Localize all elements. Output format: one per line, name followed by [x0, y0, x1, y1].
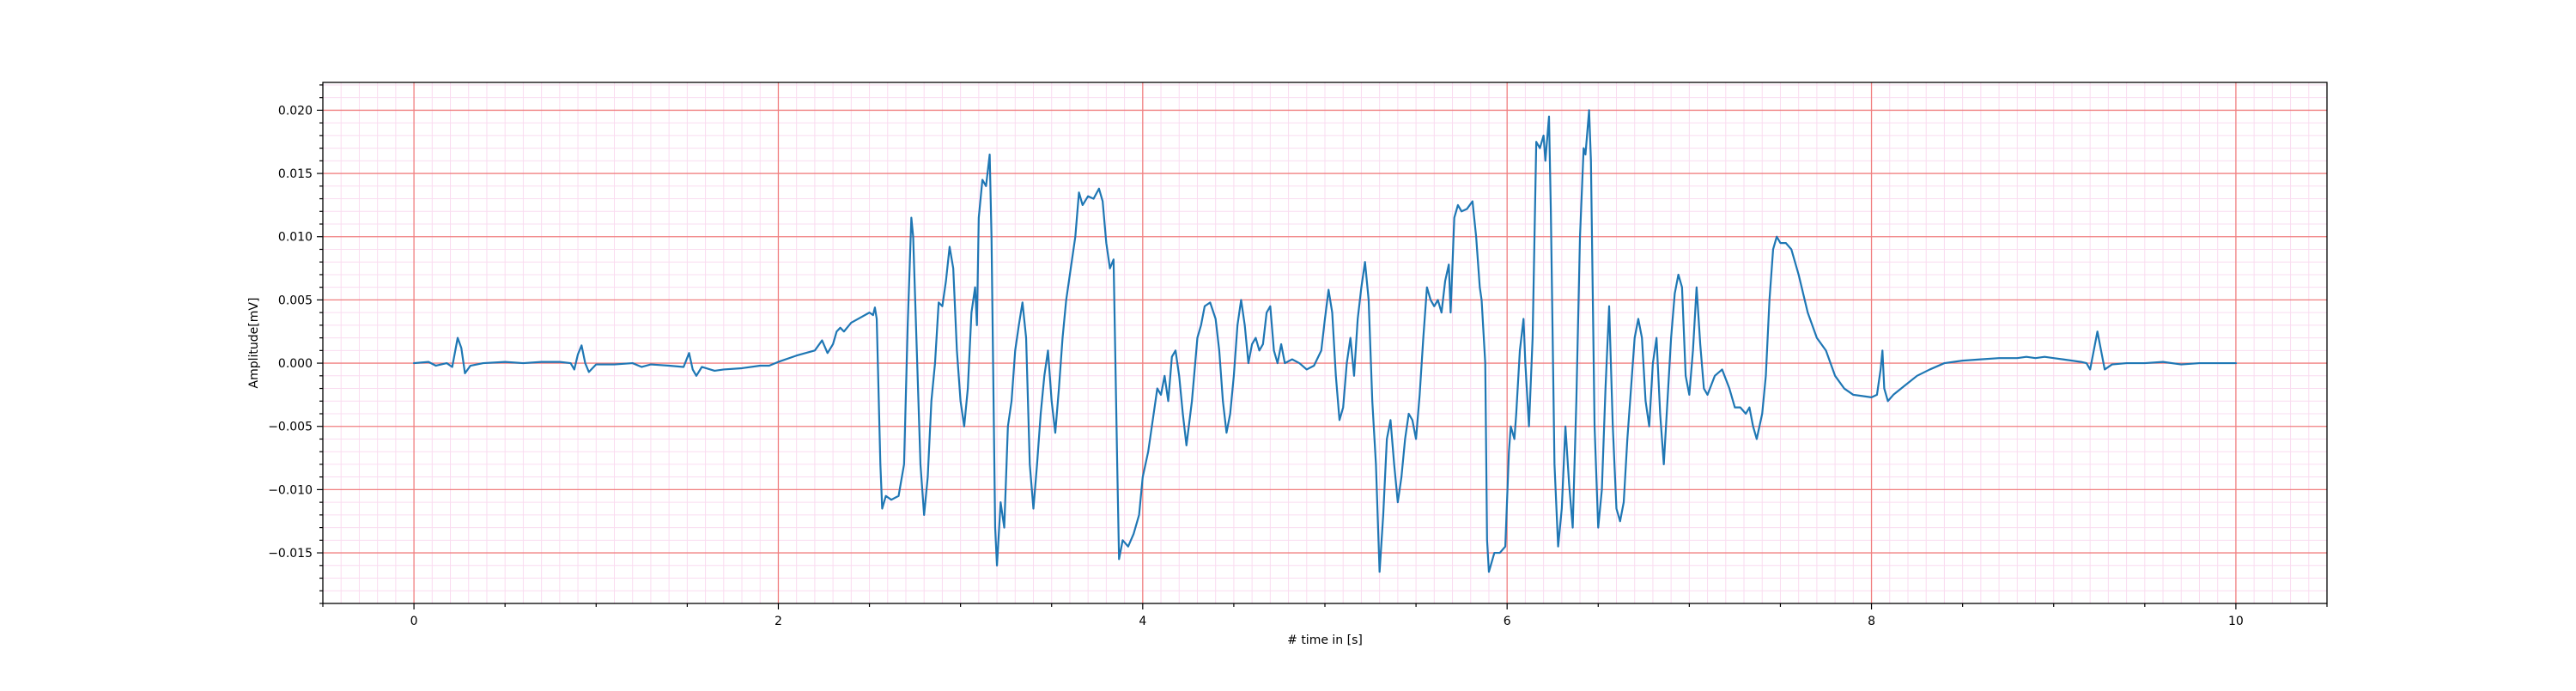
y-tick-label: −0.005: [268, 421, 313, 434]
minor-grid: [322, 82, 2328, 604]
y-tick-label: −0.015: [268, 547, 313, 561]
y-tick-label: 0.015: [278, 167, 313, 181]
series-layer: [412, 109, 2238, 573]
x-tick-label: 10: [2228, 615, 2244, 628]
y-tick-label: 0.010: [278, 231, 313, 245]
x-tick-label: 8: [1868, 615, 1875, 628]
major-grid: [323, 82, 2327, 603]
x-tick-label: 6: [1504, 615, 1511, 628]
y-tick-label: −0.010: [268, 483, 313, 497]
x-axis-ticks: 0 2 4 6 8 10: [322, 603, 2328, 628]
y-tick-label: 0.020: [278, 104, 313, 118]
x-tick-label: 4: [1139, 615, 1146, 628]
series-line: [412, 109, 2238, 573]
x-tick-label: 0: [410, 615, 418, 628]
y-axis-ticks: −0.015 −0.010 −0.005 0.000 0.005 0.010 0.015 0.…: [268, 84, 323, 604]
x-axis-label: # time in [s]: [1287, 633, 1363, 647]
y-axis-label: Amplitude[mV]: [247, 298, 261, 389]
y-tick-label: 0.000: [278, 357, 313, 371]
x-tick-label: 2: [775, 615, 782, 628]
y-tick-label: 0.005: [278, 294, 313, 307]
